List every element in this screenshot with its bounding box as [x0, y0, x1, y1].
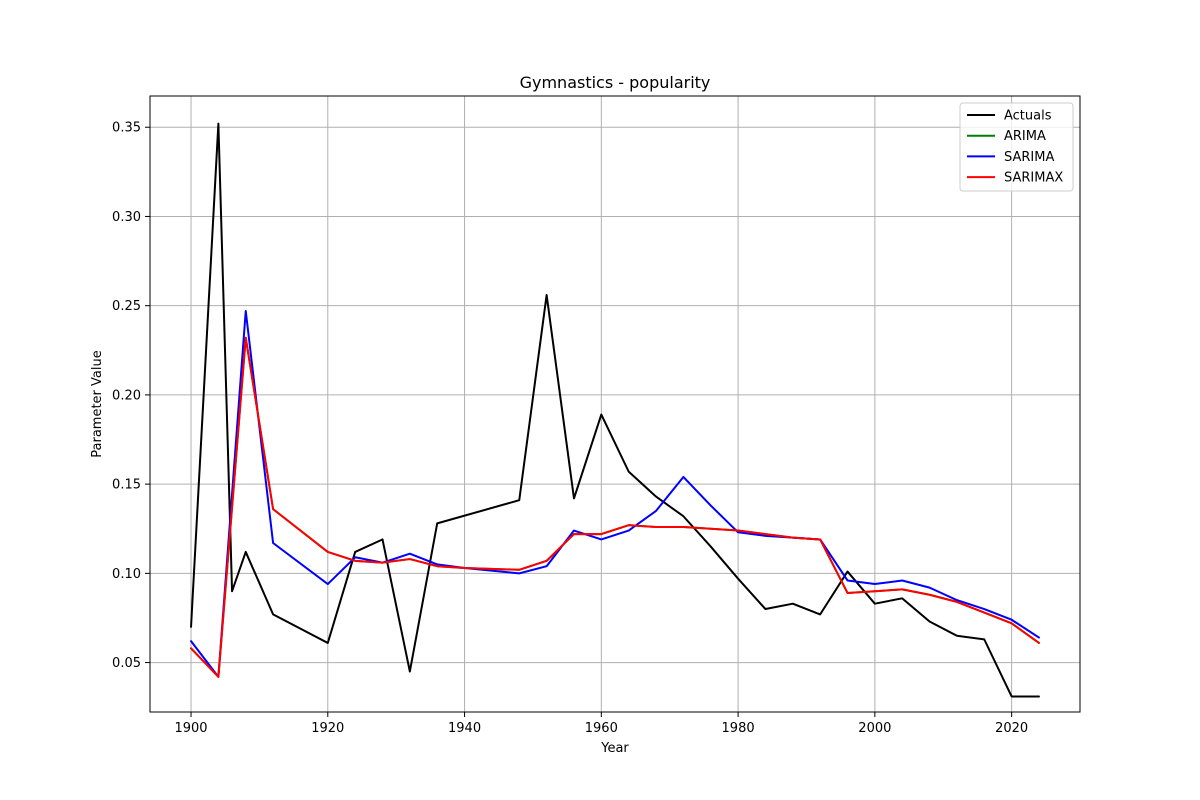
x-tick-label: 1940 — [448, 721, 481, 736]
y-tick-label: 0.15 — [112, 478, 141, 493]
series-lines — [190, 122, 1040, 698]
legend-box — [959, 102, 1074, 192]
y-tick-label: 0.35 — [112, 121, 141, 136]
legend: Actuals ARIMA SARIMA SARIMAX — [959, 102, 1074, 192]
chart-title: Gymnastics - popularity — [520, 73, 711, 92]
legend-label-sarimax: SARIMAX — [1004, 171, 1063, 186]
series-line-sarima — [190, 310, 1040, 678]
plot-frame — [149, 95, 1081, 713]
y-tick-label: 0.10 — [112, 567, 141, 582]
y-tick-label: 0.30 — [112, 210, 141, 225]
x-tick-label: 1920 — [311, 721, 344, 736]
legend-label-sarima: SARIMA — [1004, 150, 1054, 165]
legend-label-actuals: Actuals — [1004, 109, 1052, 124]
x-tick-label: 1900 — [174, 721, 207, 736]
x-tick-label: 2000 — [858, 721, 891, 736]
x-tick-label: 1980 — [722, 721, 755, 736]
series-line-actuals — [190, 122, 1040, 698]
grid — [150, 96, 1080, 712]
x-axis-label: Year — [600, 741, 629, 756]
x-tick-label: 1960 — [585, 721, 618, 736]
y-tick-label: 0.20 — [112, 388, 141, 403]
y-tick-label: 0.05 — [112, 656, 141, 671]
axis-ticks: 1900 1920 1940 1960 1980 2000 2020 0.05 0.10 0.15… — [112, 121, 1028, 736]
legend-label-arima: ARIMA — [1004, 129, 1046, 144]
series-line-sarimax — [190, 336, 1040, 678]
x-tick-label: 2020 — [995, 721, 1028, 736]
y-axis-label: Parameter Value — [90, 350, 105, 457]
y-tick-label: 0.25 — [112, 299, 141, 314]
